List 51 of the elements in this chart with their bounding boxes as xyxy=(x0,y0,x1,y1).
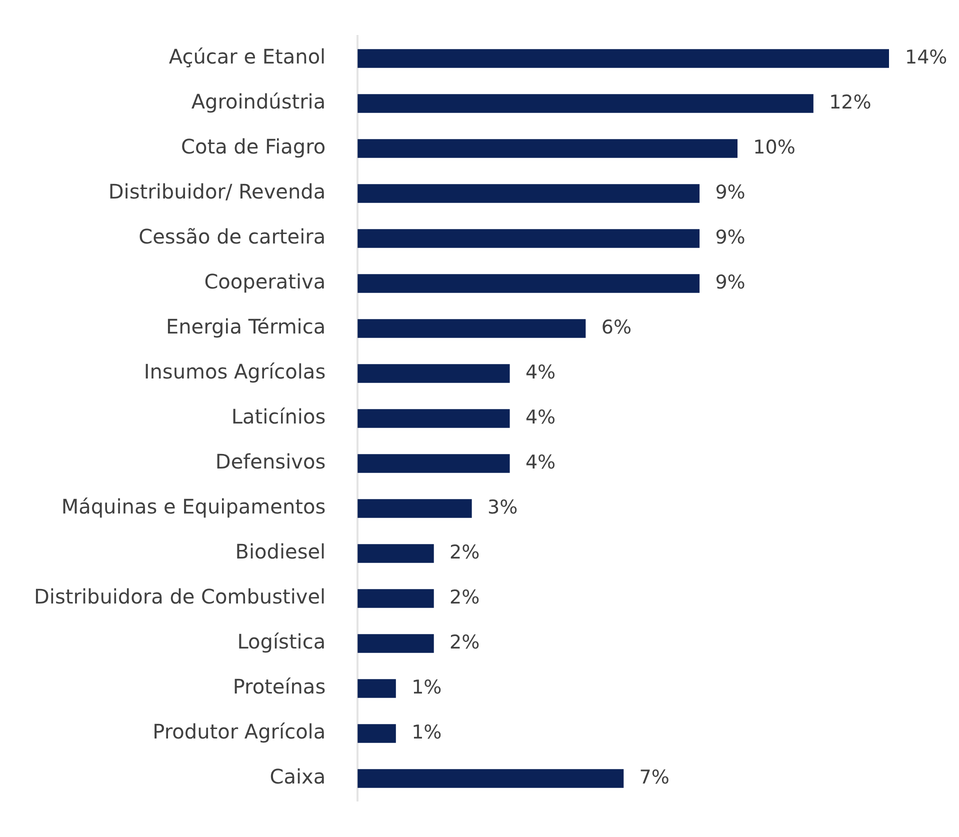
y-tick-label: Distribuidora de Combustivel xyxy=(34,584,326,609)
bar xyxy=(358,94,814,113)
data-label: 14% xyxy=(905,46,948,68)
data-label: 2% xyxy=(450,586,480,608)
y-tick-label: Produtor Agrícola xyxy=(152,720,326,744)
y-tick-label: Energia Térmica xyxy=(166,314,326,339)
y-tick-label: Agroindústria xyxy=(191,90,326,114)
bar xyxy=(358,274,700,293)
y-tick-label: Cessão de carteira xyxy=(138,224,326,249)
bar xyxy=(358,184,700,203)
data-label: 10% xyxy=(753,136,796,158)
y-tick-label: Biodiesel xyxy=(235,540,326,564)
data-label: 6% xyxy=(601,316,632,338)
y-tick-label: Logística xyxy=(237,630,326,654)
data-label: 1% xyxy=(412,721,442,744)
bar xyxy=(358,409,510,428)
bar xyxy=(358,724,396,743)
y-tick-label: Distribuidor/ Revenda xyxy=(108,180,326,204)
bar xyxy=(358,49,889,68)
data-label: 12% xyxy=(829,91,872,114)
data-label: 9% xyxy=(715,181,746,204)
data-label: 7% xyxy=(639,766,670,788)
bar xyxy=(358,634,434,653)
data-label: 3% xyxy=(487,496,518,518)
bar xyxy=(358,229,700,248)
bar xyxy=(358,364,510,383)
data-label: 9% xyxy=(715,271,746,294)
y-tick-label: Laticínios xyxy=(231,404,326,429)
y-tick-label: Insumos Agrícolas xyxy=(144,360,326,384)
y-tick-label: Cooperativa xyxy=(204,270,326,294)
data-label: 2% xyxy=(450,541,480,564)
y-tick-label: Açúcar e Etanol xyxy=(168,44,326,69)
data-label: 4% xyxy=(525,361,556,384)
bar xyxy=(358,544,434,563)
y-tick-label: Máquinas e Equipamentos xyxy=(61,494,326,519)
bar xyxy=(358,454,510,473)
y-tick-label: Cota de Fiagro xyxy=(181,134,326,159)
bar xyxy=(358,499,472,518)
bar xyxy=(358,589,434,608)
bar xyxy=(358,319,586,338)
data-label: 1% xyxy=(412,676,442,698)
bar xyxy=(358,769,624,788)
bar xyxy=(358,139,738,158)
data-label: 2% xyxy=(450,631,480,654)
data-label: 4% xyxy=(525,451,556,474)
y-tick-label: Defensivos xyxy=(215,450,326,474)
data-label: 9% xyxy=(715,226,746,248)
data-label: 4% xyxy=(525,406,556,428)
bar xyxy=(358,679,396,698)
y-tick-label: Proteínas xyxy=(232,674,326,699)
y-tick-label: Caixa xyxy=(270,764,326,789)
